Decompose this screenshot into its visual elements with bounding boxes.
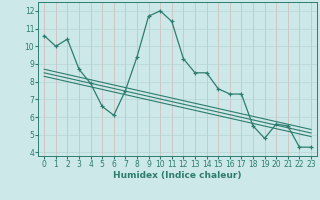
- X-axis label: Humidex (Indice chaleur): Humidex (Indice chaleur): [113, 171, 242, 180]
